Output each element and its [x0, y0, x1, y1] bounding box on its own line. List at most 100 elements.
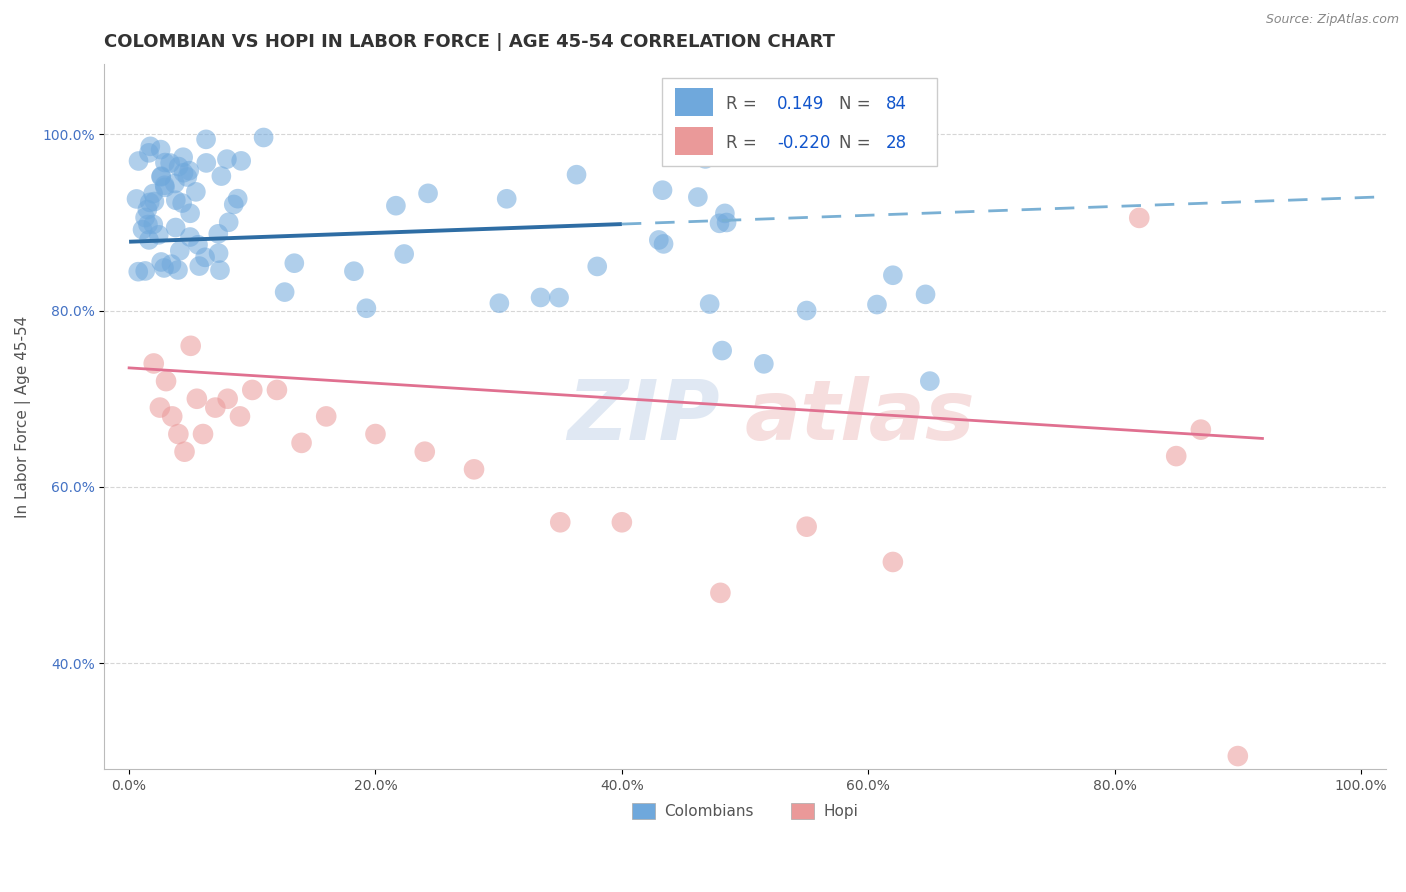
- Point: [155, 374, 177, 388]
- Point: [240, 383, 263, 397]
- Point: [529, 290, 551, 304]
- Point: [392, 247, 415, 261]
- Point: [283, 256, 305, 270]
- Point: [866, 297, 889, 311]
- Point: [167, 160, 190, 174]
- Point: [153, 260, 176, 275]
- Point: [128, 153, 150, 168]
- Point: [586, 260, 609, 274]
- Point: [159, 156, 181, 170]
- Point: [207, 246, 229, 260]
- Point: [173, 166, 195, 180]
- Point: [131, 222, 153, 236]
- Point: [651, 183, 673, 197]
- Point: [488, 296, 510, 310]
- Point: [134, 264, 156, 278]
- FancyBboxPatch shape: [662, 78, 938, 166]
- Legend: Colombians, Hopi: Colombians, Hopi: [626, 797, 865, 825]
- Point: [290, 435, 312, 450]
- Point: [188, 259, 211, 273]
- Point: [695, 152, 717, 166]
- Point: [187, 237, 209, 252]
- Point: [714, 206, 737, 220]
- Point: [1189, 423, 1212, 437]
- Point: [138, 233, 160, 247]
- Text: atlas: atlas: [745, 376, 976, 457]
- Point: [652, 236, 675, 251]
- Point: [127, 265, 149, 279]
- Point: [179, 230, 201, 244]
- Point: [179, 163, 201, 178]
- Point: [138, 145, 160, 160]
- Point: [149, 143, 172, 157]
- Point: [215, 152, 238, 166]
- Point: [148, 227, 170, 242]
- Point: [139, 139, 162, 153]
- Text: COLOMBIAN VS HOPI IN LABOR FORCE | AGE 45-54 CORRELATION CHART: COLOMBIAN VS HOPI IN LABOR FORCE | AGE 4…: [104, 33, 835, 51]
- Point: [1128, 211, 1150, 225]
- FancyBboxPatch shape: [675, 127, 713, 155]
- Point: [149, 401, 172, 415]
- Point: [138, 195, 160, 210]
- Point: [194, 250, 217, 264]
- Point: [548, 516, 571, 530]
- Point: [463, 462, 485, 476]
- Point: [208, 263, 231, 277]
- Point: [364, 427, 387, 442]
- Point: [176, 169, 198, 184]
- Y-axis label: In Labor Force | Age 45-54: In Labor Force | Age 45-54: [15, 315, 31, 517]
- Text: 28: 28: [886, 134, 907, 152]
- Point: [711, 343, 734, 358]
- Point: [172, 196, 194, 211]
- Text: 84: 84: [886, 95, 907, 112]
- Point: [356, 301, 378, 316]
- Text: N =: N =: [838, 95, 870, 112]
- Point: [222, 197, 245, 211]
- Point: [169, 244, 191, 258]
- Point: [796, 519, 818, 533]
- Point: [413, 444, 436, 458]
- Point: [699, 297, 721, 311]
- Text: 0.149: 0.149: [778, 95, 824, 112]
- Point: [160, 257, 183, 271]
- Point: [709, 586, 731, 600]
- Text: Source: ZipAtlas.com: Source: ZipAtlas.com: [1265, 13, 1399, 27]
- Point: [882, 555, 904, 569]
- Point: [416, 186, 439, 201]
- Point: [150, 169, 173, 183]
- Text: -0.220: -0.220: [778, 134, 831, 152]
- Point: [226, 192, 249, 206]
- Point: [495, 192, 517, 206]
- Point: [180, 339, 202, 353]
- Point: [796, 303, 818, 318]
- Point: [207, 227, 229, 241]
- Point: [1166, 449, 1188, 463]
- Point: [172, 150, 194, 164]
- Point: [229, 409, 252, 424]
- Point: [195, 132, 218, 146]
- Point: [173, 444, 195, 458]
- Point: [142, 356, 165, 370]
- Point: [136, 202, 159, 217]
- Point: [136, 218, 159, 232]
- Point: [218, 215, 240, 229]
- Point: [209, 169, 232, 183]
- Point: [160, 409, 183, 424]
- Point: [266, 383, 288, 397]
- Point: [153, 155, 176, 169]
- Point: [918, 374, 941, 388]
- Point: [752, 357, 775, 371]
- Point: [315, 409, 337, 424]
- Point: [142, 186, 165, 201]
- Point: [143, 194, 166, 209]
- Point: [648, 233, 671, 247]
- Point: [204, 401, 226, 415]
- Point: [914, 287, 936, 301]
- Point: [167, 427, 190, 442]
- Point: [165, 193, 187, 207]
- Point: [882, 268, 904, 283]
- Text: R =: R =: [725, 134, 756, 152]
- Point: [231, 153, 253, 168]
- Point: [610, 516, 633, 530]
- Point: [343, 264, 366, 278]
